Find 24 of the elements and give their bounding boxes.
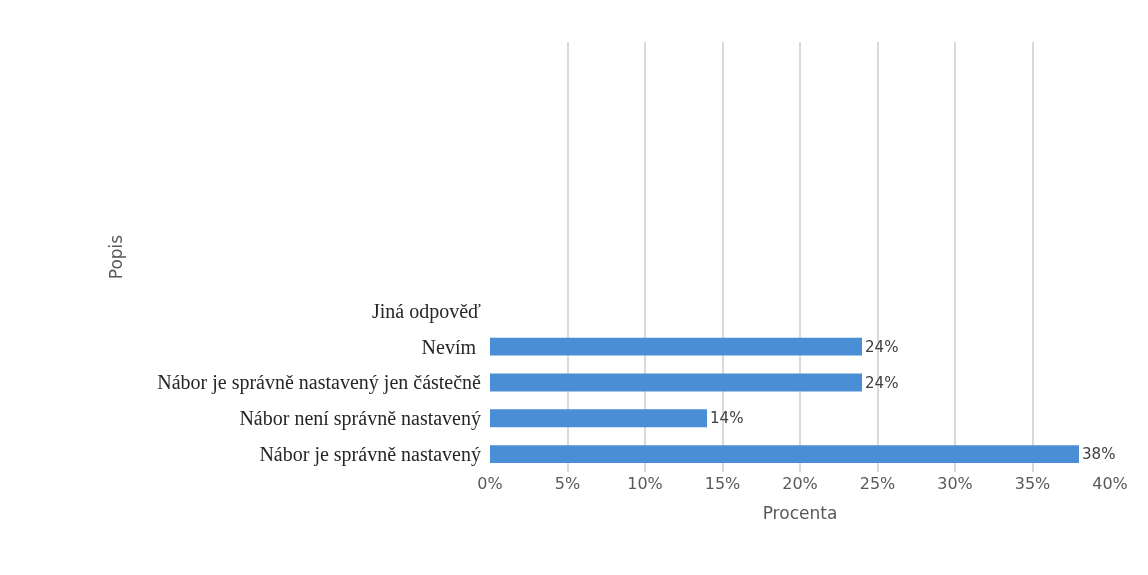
y-tick-label: Nábor není správně nastavený bbox=[239, 407, 481, 431]
y-axis-title: Popis bbox=[105, 234, 126, 280]
y-tick-label: Jiná odpověď bbox=[371, 299, 482, 323]
x-tick-label: 25% bbox=[859, 474, 896, 493]
x-tick-label: 20% bbox=[782, 474, 818, 493]
data-label: 24% bbox=[865, 373, 899, 392]
x-tick-label: 0% bbox=[477, 474, 503, 493]
x-tick-label: 5% bbox=[554, 474, 581, 493]
x-tick-label: 10% bbox=[627, 474, 663, 493]
x-tick-label: 15% bbox=[704, 474, 741, 493]
x-tick-label: 40% bbox=[1092, 474, 1128, 493]
x-tick-label: 30% bbox=[937, 474, 973, 493]
data-label: 24% bbox=[865, 337, 899, 356]
x-tick-label: 35% bbox=[1014, 474, 1051, 493]
y-tick-label: Nevím bbox=[421, 335, 481, 358]
y-tick-label: Nábor je správně nastavený jen částečně bbox=[157, 371, 482, 395]
x-axis-title: Procenta bbox=[762, 503, 838, 524]
y-tick-label: Nábor je správně nastavený bbox=[259, 443, 481, 467]
bar bbox=[490, 373, 862, 392]
bar bbox=[490, 409, 707, 428]
data-label: 14% bbox=[710, 409, 744, 428]
bar bbox=[490, 445, 1079, 464]
bar bbox=[490, 337, 862, 356]
data-label: 38% bbox=[1082, 445, 1116, 464]
